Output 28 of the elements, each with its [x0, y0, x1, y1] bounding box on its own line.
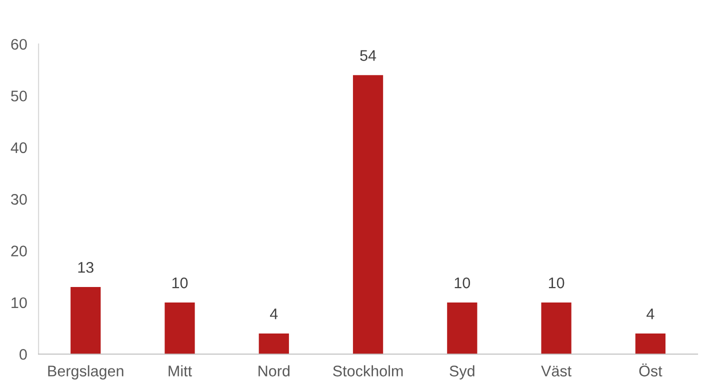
x-tick-label: Stockholm [333, 365, 403, 376]
bar [447, 302, 478, 354]
y-tick-label: 30 [11, 194, 27, 205]
bar [258, 333, 289, 354]
bar [164, 302, 195, 354]
bar [635, 333, 666, 354]
data-label: 13 [78, 262, 94, 273]
data-label: 10 [172, 277, 188, 288]
y-tick-label: 20 [11, 246, 27, 256]
data-label: 10 [454, 277, 470, 288]
bar [541, 302, 572, 354]
data-label: 4 [646, 308, 654, 320]
x-tick-label: Syd [450, 365, 474, 380]
y-tick-label: 0 [20, 348, 27, 360]
y-tick-label: 40 [10, 142, 27, 154]
y-tick-label: 10 [12, 297, 27, 308]
bar [70, 286, 101, 354]
x-tick-label: Mitt [168, 365, 192, 376]
y-tick-label: 50 [11, 90, 27, 102]
x-tick-label: Öst [639, 364, 662, 376]
data-label: 54 [360, 50, 376, 61]
data-label: 10 [548, 277, 564, 288]
y-tick-label: 60 [11, 38, 27, 50]
x-tick-label: Nord [258, 365, 290, 376]
bar [352, 75, 384, 354]
x-tick-label: Väst [541, 366, 572, 376]
data-label: 4 [270, 308, 278, 320]
x-tick-label: Bergslagen [48, 365, 124, 380]
